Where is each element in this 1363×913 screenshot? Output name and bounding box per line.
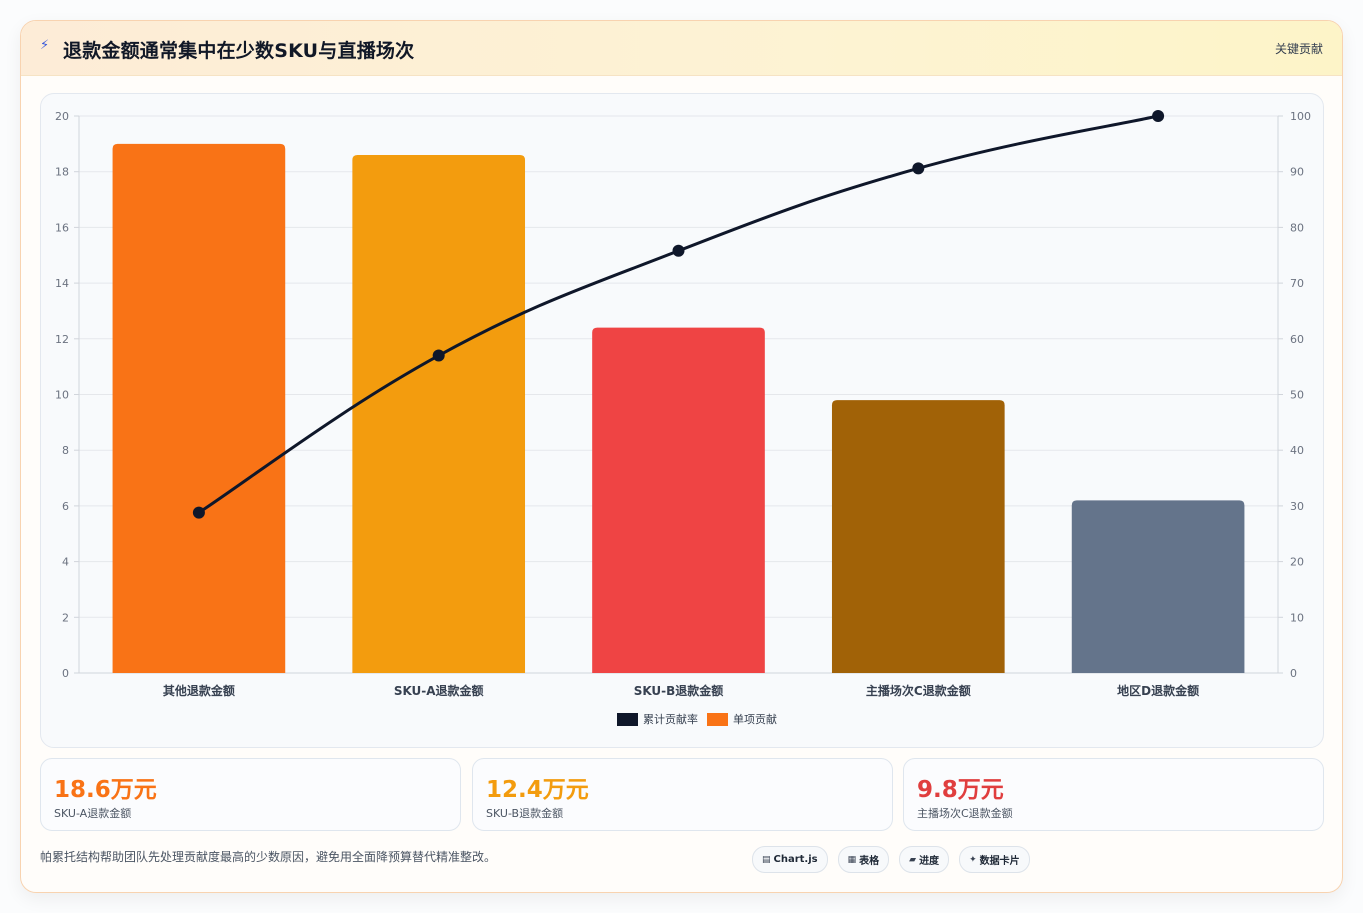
kpi-label: 主播场次C退款金额 [917,807,1013,820]
kpi-label: SKU-B退款金额 [486,807,564,820]
y-left-tick-label: 0 [62,667,69,680]
legend-item-cumulative[interactable]: 累计贡献率 [617,711,698,727]
y-left-tick-label: 8 [62,444,69,457]
x-tick-label: 其他退款金额 [163,683,235,698]
y-right-tick-label: 70 [1290,277,1304,290]
cumulative-point [672,244,685,257]
y-right-tick-label: 10 [1290,611,1304,624]
chart-panel: 0 2 4 6 8 10 12 14 16 18 20 0 10 20 30 40 50 60 70 80 90 100 其… [40,93,1324,748]
y-right-tick-label: 80 [1290,221,1304,234]
header-tag: 关键贡献 [1274,42,1323,56]
kpi-card-sku-a: 18.6万元 SKU-A退款金额 [40,758,461,831]
chip-label: 数据卡片 [979,856,1020,867]
cumulative-point [1152,110,1165,122]
cumulative-point [432,349,445,362]
y-right-tick-label: 50 [1290,389,1304,402]
y-left-tick-label: 14 [55,277,69,290]
y-right-tick-label: 40 [1290,444,1304,457]
legend-label-cumulative: 累计贡献率 [643,713,698,726]
kpi-value: 9.8万元 [917,777,1004,803]
report-card: ⚡ 退款金额通常集中在少数SKU与直播场次 关键贡献 0 2 4 6 8 10 12 14 16… [20,20,1343,893]
y-left-tick-label: 12 [55,333,69,346]
chip-label: Chart.js [773,854,818,865]
y-left-tick-label: 18 [55,166,69,179]
progress-icon: ▰ [909,854,917,865]
y-right-tick-label: 20 [1290,556,1304,569]
legend-item-single[interactable]: 单项贡献 [707,711,777,727]
kpi-card-sku-b: 12.4万元 SKU-B退款金额 [472,758,893,831]
cumulative-point [192,506,205,519]
bar [112,143,286,674]
card-header: ⚡ 退款金额通常集中在少数SKU与直播场次 关键贡献 [21,21,1342,76]
y-left-tick-label: 20 [55,110,69,123]
y-left-tick-label: 16 [55,221,69,234]
legend-swatch-cumulative [617,712,638,726]
bar [1071,500,1245,673]
chart-legend: 累计贡献率 单项贡献 [617,711,786,727]
chip-progress[interactable]: ▰ 进度 [899,846,950,873]
kpi-card-host-c: 9.8万元 主播场次C退款金额 [903,758,1324,831]
kpi-value: 12.4万元 [486,777,589,803]
x-tick-label: 地区D退款金额 [1117,683,1199,698]
bar [352,154,526,674]
chip-chartjs[interactable]: ▤ Chart.js [752,846,828,873]
bar [831,400,1005,673]
x-tick-label: SKU-A退款金额 [394,683,484,698]
kpi-value: 18.6万元 [54,777,157,803]
lightning-icon: ⚡ [40,38,50,53]
pareto-chart: 0 2 4 6 8 10 12 14 16 18 20 0 10 20 30 40 50 60 70 80 90 100 其… [55,110,1311,698]
y-left-tick-label: 4 [62,556,69,569]
legend-label-single: 单项贡献 [733,713,777,726]
x-tick-label: SKU-B退款金额 [634,683,724,698]
y-left-tick-label: 2 [62,611,69,624]
chip-row: ▤ Chart.js ▦ 表格 ▰ 进度 ✦ 数据卡片 [752,846,1040,873]
y-right-tick-label: 100 [1290,110,1311,123]
card-title: 退款金额通常集中在少数SKU与直播场次 [63,40,415,62]
x-tick-label: 主播场次C退款金额 [866,683,971,698]
y-right-tick-label: 60 [1290,333,1304,346]
legend-swatch-single [707,712,728,726]
y-right-tick-label: 30 [1290,500,1304,513]
y-right-tick-label: 90 [1290,166,1304,179]
kpi-label: SKU-A退款金额 [54,807,132,820]
y-left-tick-label: 10 [55,389,69,402]
y-right-tick-label: 0 [1290,667,1297,680]
chip-data-card[interactable]: ✦ 数据卡片 [959,846,1030,873]
bar [592,327,765,673]
chart-icon: ▤ [762,854,771,865]
footnote: 帕累托结构帮助团队先处理贡献度最高的少数原因，避免用全面降预算替代精准整改。 [40,850,497,864]
y-left-tick-label: 6 [62,500,69,513]
table-icon: ▦ [847,854,857,865]
card-icon: ✦ [969,854,977,865]
chip-label: 进度 [919,856,940,867]
chip-table[interactable]: ▦ 表格 [837,846,890,873]
chip-label: 表格 [859,856,880,867]
cumulative-point [912,162,925,175]
kpi-row: 18.6万元 SKU-A退款金额 12.4万元 SKU-B退款金额 9.8万元 … [40,758,1324,831]
